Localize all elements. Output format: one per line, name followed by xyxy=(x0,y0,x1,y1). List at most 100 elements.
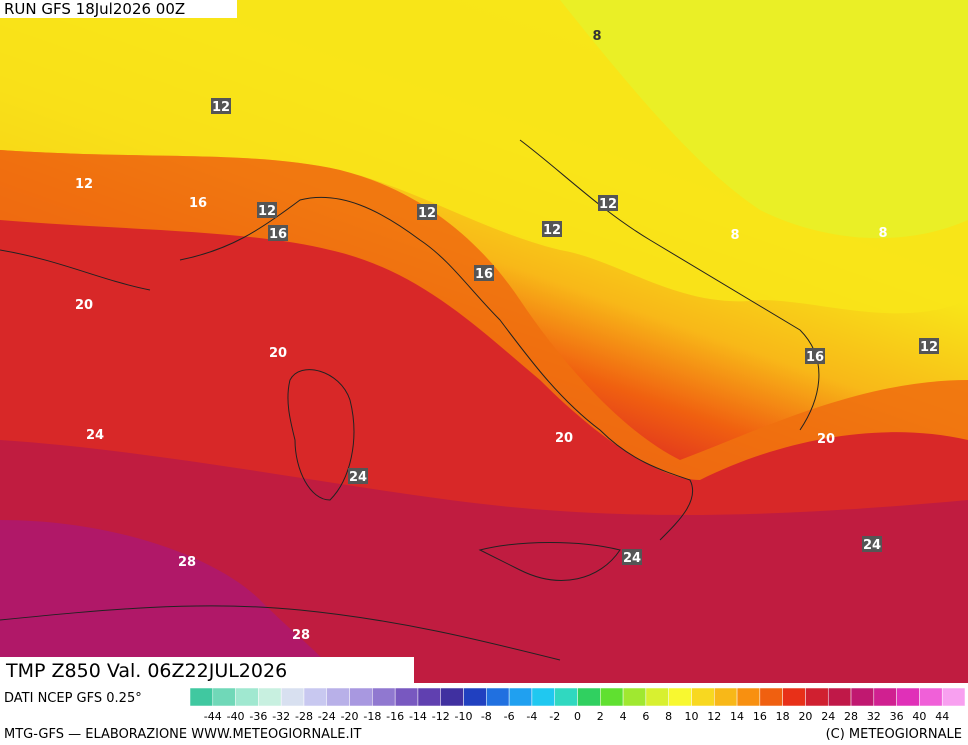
contour-label: 12 xyxy=(212,100,230,115)
legend-label: 6 xyxy=(642,710,649,723)
legend-label: -10 xyxy=(455,710,473,723)
legend-swatch xyxy=(372,687,396,707)
legend-swatch xyxy=(827,687,852,707)
contour-label: 8 xyxy=(878,226,887,241)
contour-label: 20 xyxy=(75,298,93,313)
legend-swatch xyxy=(759,687,783,707)
legend-swatch xyxy=(463,687,487,707)
legend-label: 0 xyxy=(574,710,581,723)
legend-swatch xyxy=(691,687,715,707)
field-label: TMP Z850 Val. 06Z22JUL2026 xyxy=(5,660,287,682)
label-box xyxy=(542,221,562,237)
legend-swatch xyxy=(736,687,761,707)
legend-swatch xyxy=(577,687,601,707)
contour-label: 12 xyxy=(543,223,561,238)
label-box xyxy=(348,468,368,484)
legend-label: -12 xyxy=(432,710,450,723)
contour-label: 24 xyxy=(349,470,367,485)
legend-swatch xyxy=(531,687,555,707)
mild-zone xyxy=(560,0,968,239)
contour-label: 12 xyxy=(258,204,276,219)
contour-labels: 8 12 12 16 12 16 12 12 12 8 8 16 20 20 16 12 24 20 20 24 28 2… xyxy=(75,29,939,643)
legend-swatch xyxy=(600,687,624,707)
contour-label: 12 xyxy=(920,340,938,355)
legend-swatch xyxy=(417,687,441,707)
legend-label: 10 xyxy=(684,710,698,723)
legend-swatch xyxy=(326,687,350,707)
footer-right: (C) METEOGIORNALE xyxy=(826,727,962,742)
contour-label: 20 xyxy=(817,432,835,447)
contour-label: 12 xyxy=(75,177,93,192)
legend-label: 44 xyxy=(935,710,949,723)
contour-label: 28 xyxy=(178,555,196,570)
legend-label: -16 xyxy=(386,710,404,723)
label-box xyxy=(211,98,231,114)
legend-label: -24 xyxy=(318,710,336,723)
contour-label: 20 xyxy=(555,431,573,446)
legend-swatch xyxy=(280,687,305,707)
legend-swatch xyxy=(714,687,738,707)
legend-label: -14 xyxy=(409,710,427,723)
legend-label: 40 xyxy=(912,710,926,723)
legend-swatch xyxy=(486,687,510,707)
contour-label: 12 xyxy=(599,197,617,212)
map xyxy=(0,0,968,683)
color-legend: -44 -40 -36 -32 -28 -24 -20 -18 -16 -14 -12 -10 -8 -6… xyxy=(189,687,966,723)
legend-label: 8 xyxy=(665,710,672,723)
source-label: DATI NCEP GFS 0.25° xyxy=(4,691,142,706)
legend-swatch xyxy=(873,687,897,707)
legend-swatch xyxy=(212,687,236,707)
legend-swatch xyxy=(805,687,829,707)
coastlines xyxy=(0,139,820,661)
contour-label: 20 xyxy=(269,346,287,361)
label-box xyxy=(862,536,882,552)
run-box xyxy=(0,0,237,18)
legend-swatch xyxy=(554,687,578,707)
legend-label: -40 xyxy=(227,710,245,723)
legend-label: 2 xyxy=(597,710,604,723)
contour-label: 12 xyxy=(418,206,436,221)
label-box xyxy=(257,202,277,218)
label-box xyxy=(805,348,825,364)
label-box xyxy=(474,265,494,281)
contour-label: 16 xyxy=(806,350,824,365)
contour-label: 24 xyxy=(863,538,881,553)
legend-swatch xyxy=(303,687,328,707)
legend-swatch xyxy=(189,687,214,707)
legend-swatch xyxy=(645,687,669,707)
run-label: RUN GFS 18Jul2026 00Z xyxy=(4,0,185,18)
legend-label: -20 xyxy=(341,710,359,723)
legend-swatch xyxy=(896,687,920,707)
label-box xyxy=(268,225,288,241)
legend-swatch xyxy=(394,687,419,707)
legend-swatch xyxy=(508,687,533,707)
extreme-zone xyxy=(0,520,340,683)
legend-label: -4 xyxy=(526,710,537,723)
contour-label: 24 xyxy=(86,428,104,443)
legend-swatch xyxy=(440,687,464,707)
legend-swatch xyxy=(782,687,806,707)
label-box xyxy=(919,338,939,354)
contour-label: 16 xyxy=(269,227,287,242)
legend-label: -8 xyxy=(481,710,492,723)
field-box xyxy=(0,657,414,684)
legend-label: 12 xyxy=(707,710,721,723)
legend-label: 20 xyxy=(798,710,812,723)
legend-label: -44 xyxy=(204,710,222,723)
legend-label: -28 xyxy=(295,710,313,723)
legend-label: 16 xyxy=(753,710,767,723)
contour-label: 28 xyxy=(292,628,310,643)
legend-label: -36 xyxy=(249,710,267,723)
legend-label: 14 xyxy=(730,710,744,723)
legend-label: 18 xyxy=(776,710,790,723)
contour-label: 24 xyxy=(623,551,641,566)
contour-label: 16 xyxy=(189,196,207,211)
legend-label: 32 xyxy=(867,710,881,723)
legend-label: -2 xyxy=(549,710,560,723)
legend-swatch xyxy=(258,687,282,707)
label-box xyxy=(622,549,642,565)
legend-swatch xyxy=(622,687,647,707)
legend-swatch xyxy=(668,687,692,707)
label-box xyxy=(417,204,437,220)
